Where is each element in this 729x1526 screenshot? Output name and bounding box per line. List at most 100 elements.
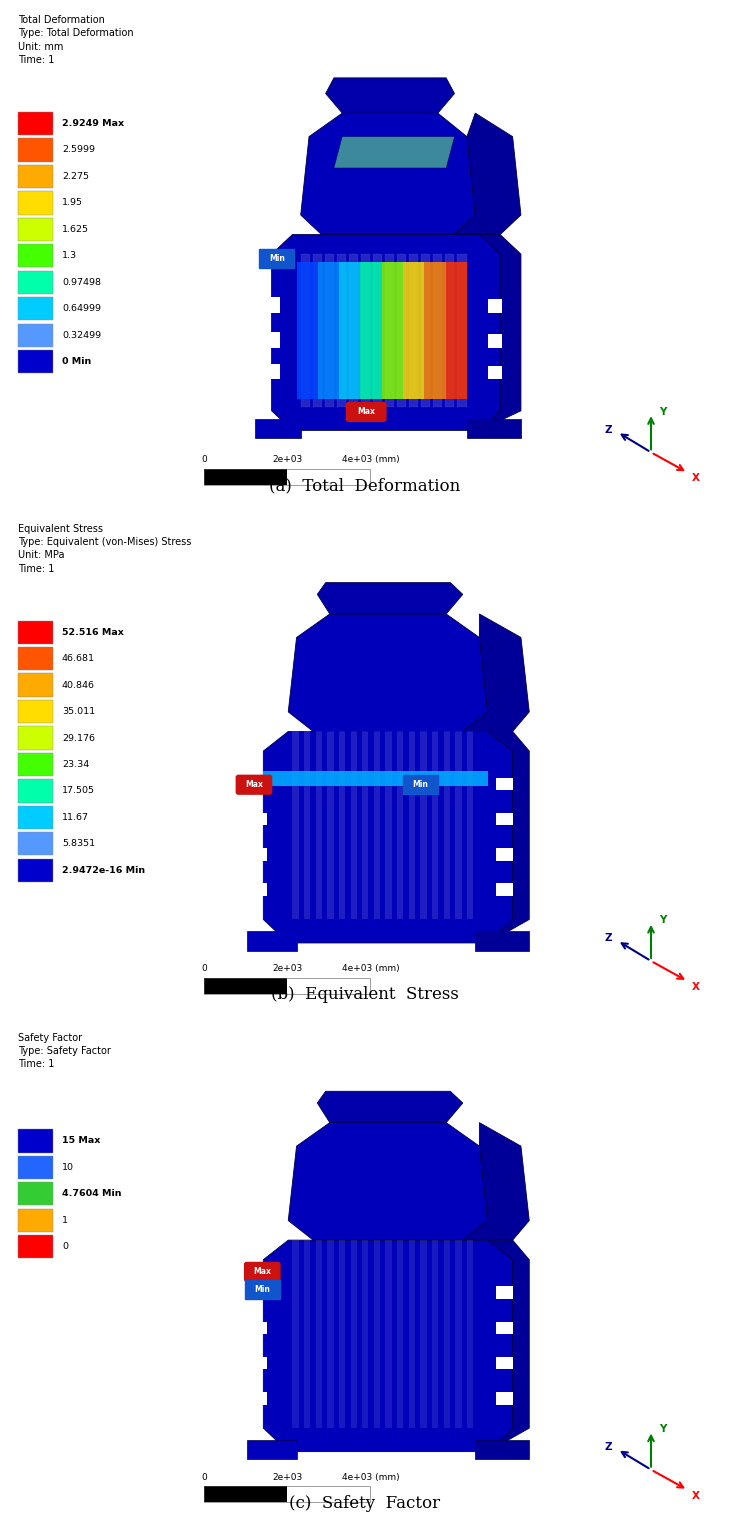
Polygon shape (463, 1123, 529, 1241)
Polygon shape (300, 113, 475, 235)
Polygon shape (334, 137, 454, 168)
Polygon shape (246, 931, 297, 951)
Bar (18, 111, 53, 136)
Polygon shape (463, 613, 529, 731)
Bar (268, 333, 280, 348)
Bar (374, 731, 380, 920)
Polygon shape (317, 583, 463, 613)
Bar (18, 1209, 53, 1231)
Bar (18, 1235, 53, 1259)
Bar (18, 1155, 53, 1180)
Text: 1: 1 (62, 1216, 68, 1225)
Polygon shape (337, 255, 346, 407)
Polygon shape (288, 1123, 488, 1241)
Bar (421, 731, 426, 920)
Polygon shape (445, 255, 454, 407)
Polygon shape (403, 262, 424, 398)
Text: 2.9472e-16 Min: 2.9472e-16 Min (62, 865, 145, 874)
FancyBboxPatch shape (245, 1262, 280, 1282)
Polygon shape (360, 262, 382, 398)
Bar (496, 1392, 512, 1404)
Bar (496, 1286, 512, 1299)
Bar (255, 1392, 268, 1404)
Bar (255, 1322, 268, 1334)
Bar (18, 218, 53, 241)
Polygon shape (397, 255, 406, 407)
Text: 5.8351: 5.8351 (62, 839, 95, 848)
Text: X: X (692, 983, 700, 992)
Polygon shape (349, 255, 358, 407)
Polygon shape (263, 1241, 512, 1451)
Text: 2.9249 Max: 2.9249 Max (62, 119, 124, 128)
Text: 1.625: 1.625 (62, 224, 89, 233)
Text: 40.846: 40.846 (62, 681, 95, 690)
Bar (18, 647, 53, 670)
Text: 35.011: 35.011 (62, 707, 95, 716)
Bar (18, 324, 53, 346)
Polygon shape (246, 1441, 297, 1459)
Bar (255, 848, 268, 861)
Polygon shape (475, 1441, 529, 1459)
Text: (b)  Equivalent  Stress: (b) Equivalent Stress (270, 986, 459, 1003)
Polygon shape (318, 262, 339, 398)
Bar (304, 1241, 311, 1428)
Text: 0: 0 (201, 1473, 207, 1482)
Text: 2e+03: 2e+03 (272, 1473, 303, 1482)
Text: 0: 0 (201, 964, 207, 974)
Polygon shape (361, 255, 370, 407)
Bar (255, 884, 268, 896)
Text: Z: Z (604, 424, 612, 435)
Bar (255, 813, 268, 826)
Bar (362, 1241, 368, 1428)
Text: X: X (692, 1491, 700, 1500)
Text: X: X (692, 473, 700, 484)
FancyBboxPatch shape (236, 775, 272, 794)
Text: 2e+03: 2e+03 (272, 964, 303, 974)
Text: 46.681: 46.681 (62, 655, 95, 664)
Bar (204, 468, 370, 485)
Polygon shape (488, 731, 529, 943)
Bar (204, 468, 370, 485)
Bar (316, 731, 322, 920)
Bar (386, 731, 391, 920)
Bar (488, 366, 502, 380)
Bar (316, 1241, 322, 1428)
Text: 52.516 Max: 52.516 Max (62, 627, 124, 636)
Bar (456, 731, 461, 920)
Bar (351, 1241, 356, 1428)
Text: Y: Y (659, 1424, 666, 1434)
Polygon shape (339, 262, 360, 398)
Text: 0: 0 (201, 455, 207, 464)
Bar (362, 731, 368, 920)
Polygon shape (475, 931, 529, 951)
Polygon shape (272, 235, 500, 430)
Bar (339, 731, 345, 920)
Bar (292, 731, 299, 920)
Bar (18, 806, 53, 829)
Text: Min: Min (412, 780, 428, 789)
Bar (18, 673, 53, 697)
Polygon shape (263, 771, 488, 786)
Bar (444, 731, 450, 920)
Bar (374, 1241, 380, 1428)
Text: Max: Max (245, 780, 262, 789)
Polygon shape (467, 418, 521, 438)
Bar (397, 731, 403, 920)
Bar (287, 468, 370, 485)
Text: 1.3: 1.3 (62, 252, 77, 261)
Polygon shape (300, 255, 310, 407)
Bar (496, 1322, 512, 1334)
Text: 0.32499: 0.32499 (62, 331, 101, 340)
Polygon shape (263, 731, 512, 943)
Bar (255, 1286, 268, 1299)
Polygon shape (421, 255, 430, 407)
Text: Y: Y (659, 406, 666, 417)
Text: Max: Max (253, 1268, 271, 1276)
Polygon shape (409, 255, 418, 407)
Bar (18, 832, 53, 856)
Bar (386, 1241, 391, 1428)
Bar (18, 165, 53, 188)
Bar (268, 298, 280, 313)
Polygon shape (488, 1241, 529, 1451)
Bar (18, 752, 53, 777)
